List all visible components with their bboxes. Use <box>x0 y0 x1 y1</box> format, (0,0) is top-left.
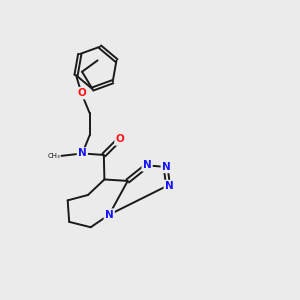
Text: N: N <box>143 160 152 170</box>
Text: N: N <box>165 181 174 191</box>
Text: N: N <box>78 148 87 158</box>
Text: N: N <box>105 210 114 220</box>
Text: CH₃: CH₃ <box>47 153 60 159</box>
Text: O: O <box>116 134 124 144</box>
Text: O: O <box>77 88 86 98</box>
Text: N: N <box>162 162 171 172</box>
